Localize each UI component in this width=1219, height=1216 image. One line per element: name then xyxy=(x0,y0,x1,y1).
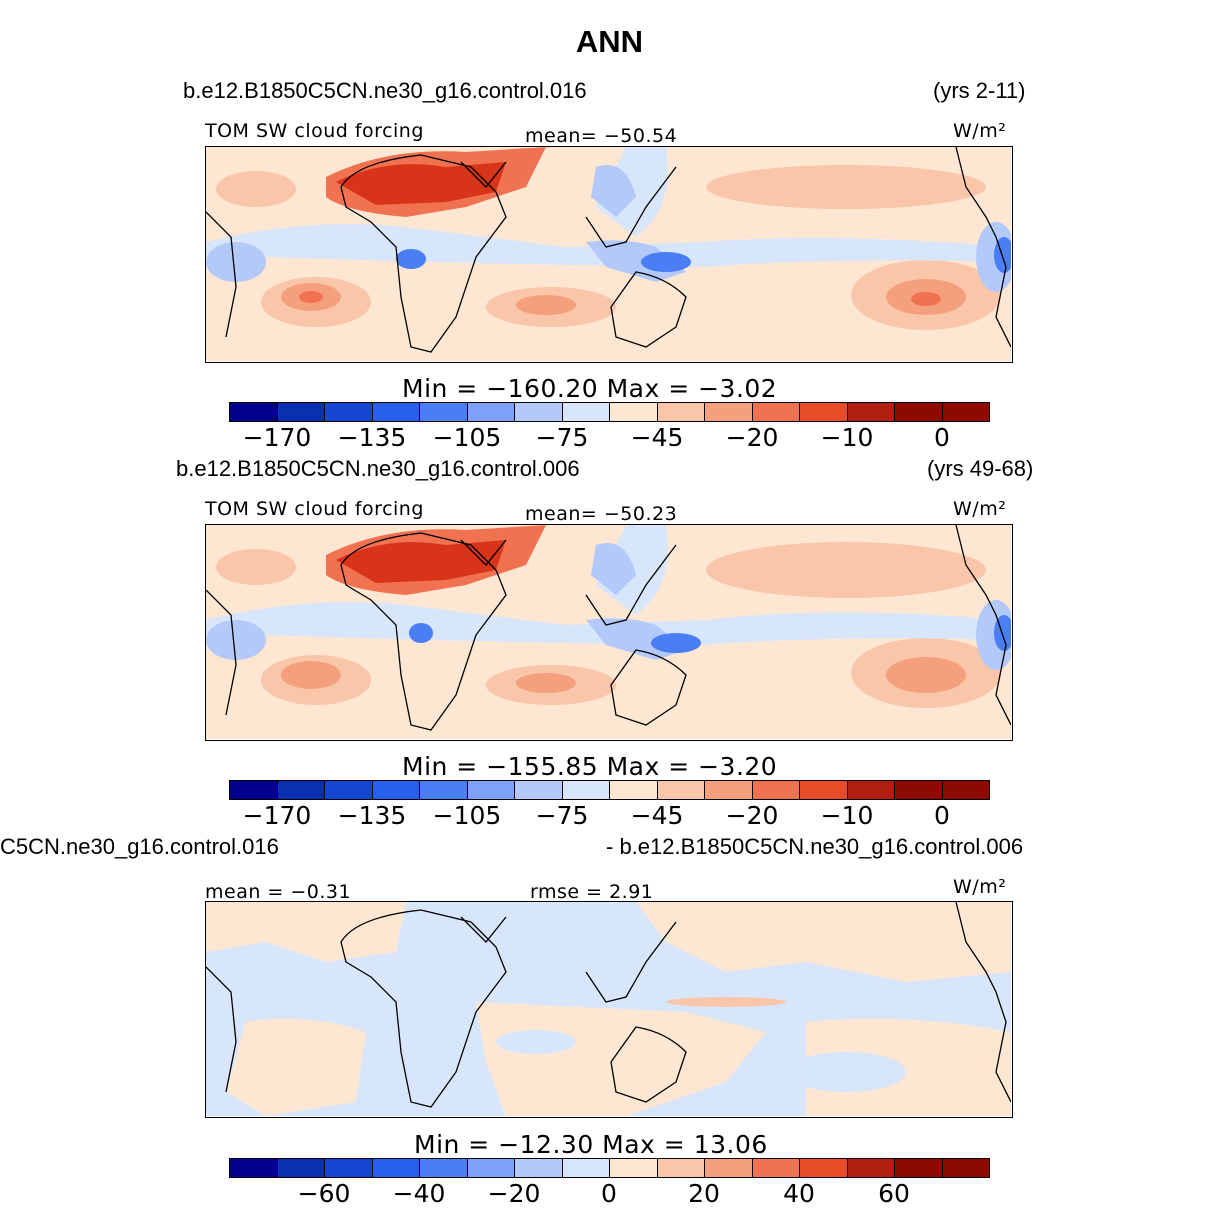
panel1-years: (yrs 2-11) xyxy=(933,78,1026,103)
panel3-rmse: rmse = 2.91 xyxy=(530,881,654,903)
panel1-mean: mean= −50.54 xyxy=(525,125,678,147)
panel1-minmax: Min = −160.20 Max = −3.02 xyxy=(402,374,778,403)
panel1-cbar-tick: 0 xyxy=(934,423,950,452)
panel1-cbar-tick: −45 xyxy=(630,423,684,452)
panel2-map xyxy=(205,524,1013,741)
panel3-cbar-tick: 40 xyxy=(783,1179,815,1208)
panel2-mean: mean= −50.23 xyxy=(525,503,678,525)
panel1-cbar-tick: −75 xyxy=(535,423,589,452)
panel2-case-name: b.e12.B1850C5CN.ne30_g16.control.006 xyxy=(176,456,580,481)
panel3-colorbar xyxy=(229,1158,990,1178)
panel3-cbar-tick: −40 xyxy=(392,1179,446,1208)
panel3-cbar-tick: −60 xyxy=(297,1179,351,1208)
panel3-diff-label: - b.e12.B1850C5CN.ne30_g16.control.006 xyxy=(606,834,1024,859)
panel1-map xyxy=(205,146,1013,363)
panel1-cbar-tick: −10 xyxy=(820,423,874,452)
panel2-cbar-tick: −170 xyxy=(242,801,312,830)
panel1-variable: TOM SW cloud forcing xyxy=(205,120,424,142)
panel1-cbar-tick: −170 xyxy=(242,423,312,452)
panel2-cbar-tick: −105 xyxy=(432,801,502,830)
panel3-cbar-tick: −20 xyxy=(487,1179,541,1208)
panel1-case-name: b.e12.B1850C5CN.ne30_g16.control.016 xyxy=(183,78,587,103)
panel2-cbar-tick: −135 xyxy=(337,801,407,830)
panel2-variable: TOM SW cloud forcing xyxy=(205,498,424,520)
panel2-cbar-tick: −20 xyxy=(725,801,779,830)
panel1-colorbar xyxy=(229,402,990,422)
panel1-units: W/m² xyxy=(953,120,1007,142)
panel1-cbar-tick: −20 xyxy=(725,423,779,452)
panel3-minmax: Min = −12.30 Max = 13.06 xyxy=(414,1130,768,1159)
panel3-cbar-tick: 0 xyxy=(601,1179,617,1208)
panel3-case-name: C5CN.ne30_g16.control.016 xyxy=(0,834,279,859)
panel2-colorbar xyxy=(229,780,990,800)
panel2-minmax: Min = −155.85 Max = −3.20 xyxy=(402,752,778,781)
panel3-units: W/m² xyxy=(953,876,1007,898)
panel3-cbar-tick: 20 xyxy=(688,1179,720,1208)
panel3-cbar-tick: 60 xyxy=(878,1179,910,1208)
panel2-cbar-tick: −75 xyxy=(535,801,589,830)
panel1-cbar-tick: −135 xyxy=(337,423,407,452)
panel3-mean: mean = −0.31 xyxy=(205,881,352,903)
panel2-years: (yrs 49-68) xyxy=(927,456,1034,481)
panel1-cbar-tick: −105 xyxy=(432,423,502,452)
panel3-map xyxy=(205,901,1013,1118)
panel2-units: W/m² xyxy=(953,498,1007,520)
panel2-cbar-tick: −10 xyxy=(820,801,874,830)
plot-title: ANN xyxy=(575,24,644,59)
panel2-cbar-tick: 0 xyxy=(934,801,950,830)
panel2-cbar-tick: −45 xyxy=(630,801,684,830)
